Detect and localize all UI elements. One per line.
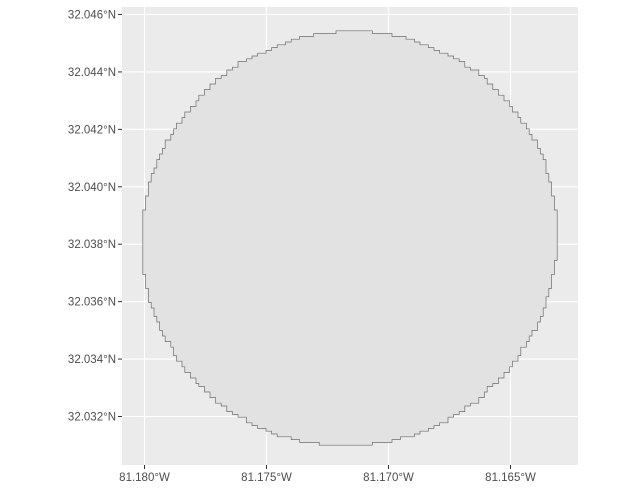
y-tick-label: 32.036°N (68, 297, 116, 309)
circle-polygon (142, 30, 558, 446)
feature-layer (142, 30, 558, 446)
y-tick-label: 32.044°N (68, 67, 116, 79)
y-tick-label: 32.038°N (68, 239, 116, 251)
y-tick-label: 32.034°N (68, 354, 116, 366)
y-tick-label: 32.046°N (68, 10, 116, 22)
y-tick-label: 32.040°N (68, 182, 116, 194)
y-tick-label: 32.032°N (68, 412, 116, 424)
y-tick-label: 32.042°N (68, 124, 116, 136)
x-tick-label: 81.170°W (363, 472, 414, 484)
x-tick-label: 81.180°W (119, 472, 170, 484)
y-axis: 32.032°N 32.034°N 32.036°N 32.038°N 32.040°N… (68, 10, 122, 424)
x-axis: 81.180°W 81.175°W 81.170°W 81.165°W (119, 465, 536, 484)
x-tick-label: 81.175°W (241, 472, 292, 484)
x-tick-label: 81.165°W (485, 472, 536, 484)
